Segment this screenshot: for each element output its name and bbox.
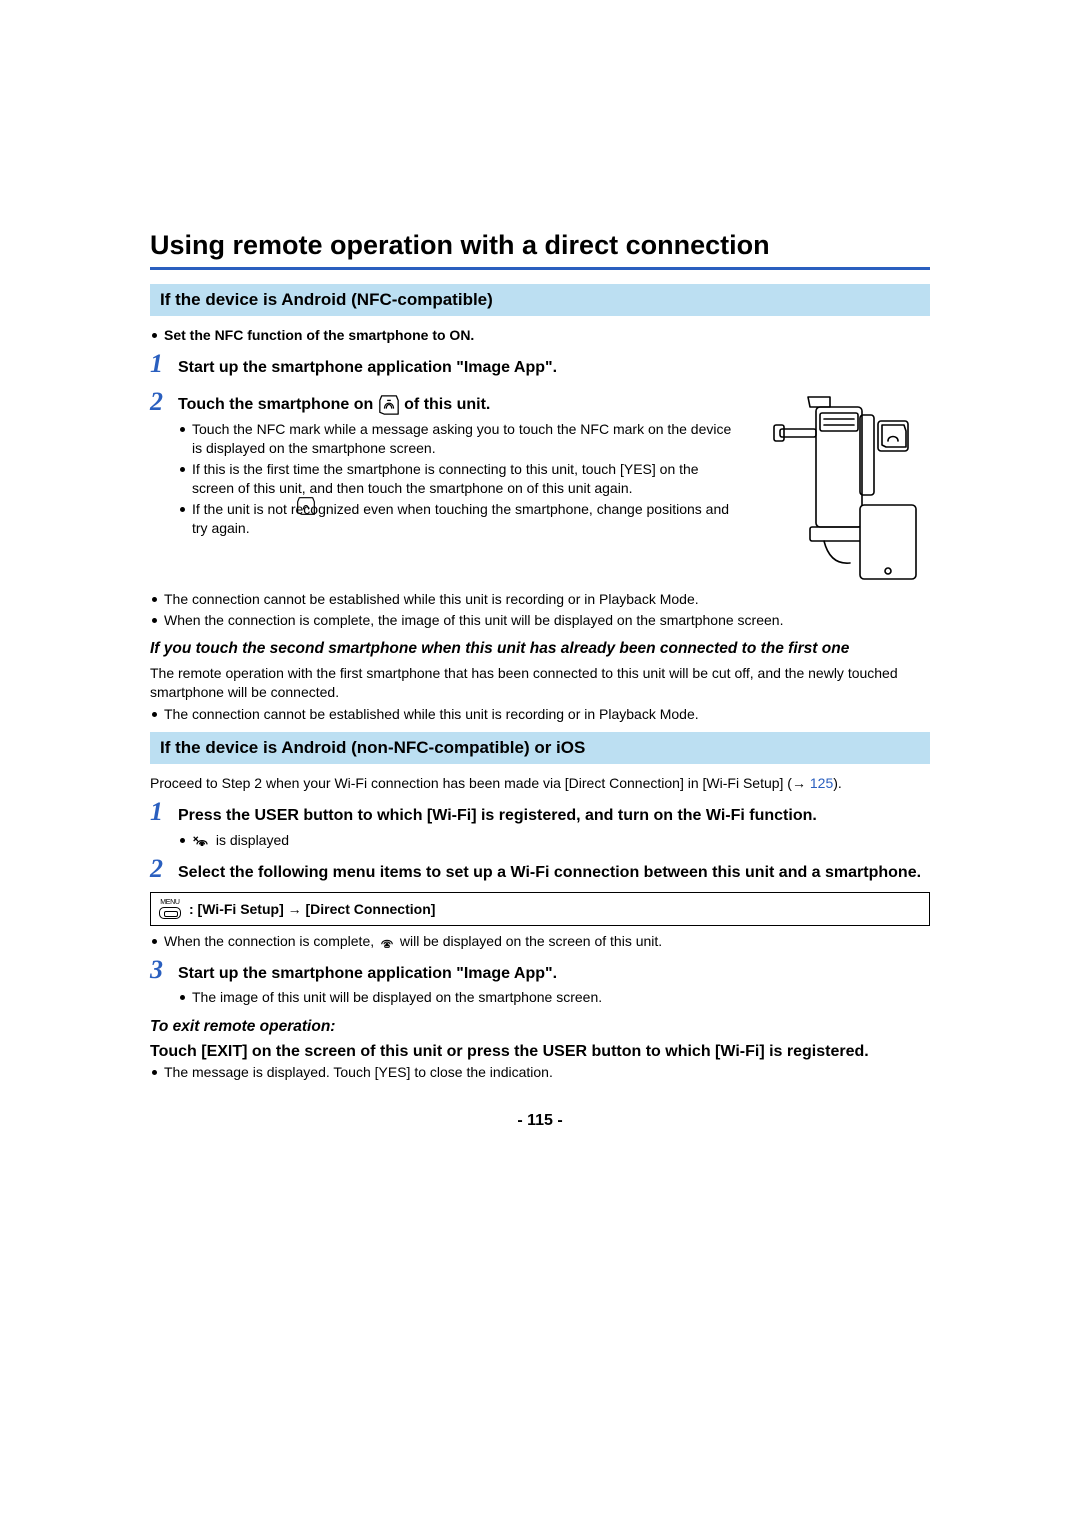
exit-body: Touch [EXIT] on the screen of this unit … <box>150 1041 930 1063</box>
nfc-icon <box>378 394 400 416</box>
s2-step-2: 2 Select the following menu items to set… <box>150 856 930 884</box>
section2-intro: Proceed to Step 2 when your Wi-Fi connec… <box>150 774 930 793</box>
section1-subpara: The remote operation with the first smar… <box>150 664 930 702</box>
step-number: 1 <box>150 351 168 377</box>
s2-step3-bullet: The image of this unit will be displayed… <box>150 988 930 1007</box>
step2-bullets-narrow: Touch the NFC mark while a message askin… <box>150 420 736 537</box>
step-text: Start up the smartphone application "Ima… <box>178 358 557 379</box>
step-2-block: 2 Touch the smartphone on of this unit. <box>150 383 930 590</box>
exit-title: To exit remote operation: <box>150 1017 930 1037</box>
page-number: - 115 - <box>150 1112 930 1130</box>
menu-icon: MENU <box>159 899 181 919</box>
pre-bullet: Set the NFC function of the smartphone t… <box>150 326 930 345</box>
list-item: The connection cannot be established whi… <box>150 590 930 609</box>
device-illustration <box>760 383 930 590</box>
list-item: is displayed <box>178 831 930 850</box>
menu-path-box: MENU : [Wi-Fi Setup] → [Direct Connectio… <box>150 892 930 926</box>
s2-step2-after: When the connection is complete, will be… <box>150 932 930 951</box>
after-a: When the connection is complete, <box>164 933 378 949</box>
step-2: 2 Touch the smartphone on of this unit. <box>150 389 736 417</box>
s2-step-1: 1 Press the USER button to which [Wi-Fi]… <box>150 799 930 827</box>
step-text-b: of this unit. <box>404 397 490 414</box>
s2-step1-bullet: is displayed <box>150 831 930 850</box>
section1-sub-bullet: The connection cannot be established whi… <box>150 705 930 724</box>
wifi-off-icon <box>192 834 212 848</box>
list-item: The connection cannot be established whi… <box>150 705 930 724</box>
intro-b: ). <box>833 775 842 791</box>
list-item: When the connection is complete, will be… <box>150 932 930 951</box>
list-item: Touch the NFC mark while a message askin… <box>178 420 736 458</box>
list-item: If the unit is not recognized even when … <box>178 500 736 538</box>
menu-path-text: : [Wi-Fi Setup] → [Direct Connection] <box>189 901 435 917</box>
step-text: Press the USER button to which [Wi-Fi] i… <box>178 806 817 827</box>
section1-subhead: If you touch the second smartphone when … <box>150 639 930 659</box>
step-number: 3 <box>150 957 168 983</box>
step2-bullets-wide: The connection cannot be established whi… <box>150 590 930 630</box>
page-link-125[interactable]: 125 <box>810 775 833 791</box>
list-item: The message is displayed. Touch [YES] to… <box>150 1063 930 1082</box>
after-b: will be displayed on the screen of this … <box>400 933 662 949</box>
menu-icon-label: MENU <box>160 899 179 906</box>
section-heading-nfc: If the device is Android (NFC-compatible… <box>150 284 930 316</box>
section-heading-non-nfc: If the device is Android (non-NFC-compat… <box>150 732 930 764</box>
s2-step-3: 3 Start up the smartphone application "I… <box>150 957 930 985</box>
list-item: If this is the first time the smartphone… <box>178 460 736 498</box>
step-1: 1 Start up the smartphone application "I… <box>150 351 930 379</box>
wifi-on-icon <box>378 935 396 949</box>
pre-bullet-list: Set the NFC function of the smartphone t… <box>150 326 930 345</box>
step-text: Select the following menu items to set u… <box>178 863 921 884</box>
title-rule <box>150 267 930 270</box>
document-page: Using remote operation with a direct con… <box>150 0 930 1170</box>
step-text: Touch the smartphone on of this unit. <box>178 394 490 416</box>
step-number: 2 <box>150 856 168 882</box>
step-number: 1 <box>150 799 168 825</box>
bullet-text: is displayed <box>216 832 289 848</box>
list-item: The image of this unit will be displayed… <box>178 988 930 1007</box>
page-title: Using remote operation with a direct con… <box>150 230 930 267</box>
list-item: When the connection is complete, the ima… <box>150 611 930 630</box>
exit-bullet: The message is displayed. Touch [YES] to… <box>150 1063 930 1082</box>
step-text: Start up the smartphone application "Ima… <box>178 964 557 985</box>
intro-a: Proceed to Step 2 when your Wi-Fi connec… <box>150 775 792 791</box>
intro-arrow: → <box>792 775 810 791</box>
step-number: 2 <box>150 389 168 415</box>
step-text-a: Touch the smartphone on <box>178 397 378 414</box>
